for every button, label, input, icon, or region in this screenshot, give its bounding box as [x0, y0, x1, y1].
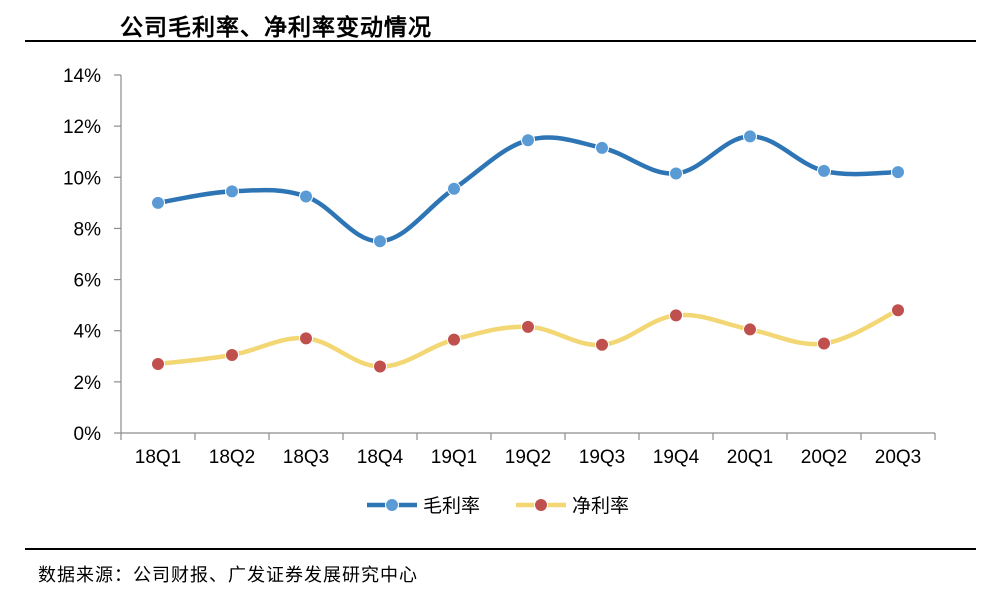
legend-entry-2: 净利率 [516, 495, 629, 517]
data-point [225, 348, 239, 363]
x-tick-label: 18Q3 [283, 447, 329, 468]
data-point [521, 319, 535, 334]
x-tick-label: 19Q2 [505, 447, 551, 468]
top-rule [25, 40, 976, 42]
x-tick-label: 20Q3 [875, 447, 921, 468]
x-tick-label: 19Q3 [579, 447, 625, 468]
data-point [595, 337, 609, 352]
data-point [151, 195, 165, 210]
data-point [447, 181, 461, 196]
x-tick-label: 20Q2 [801, 447, 847, 468]
data-point [743, 322, 757, 337]
series-2 [151, 303, 905, 374]
legend-entry-1: 毛利率 [367, 495, 480, 517]
y-tick-label: 4% [74, 322, 102, 343]
line-chart: 0% 2% 4% 6% 8% 10% 12% 14% 18Q1 18Q2 18Q3 18Q4 19Q1 1… [63, 66, 936, 517]
y-tick-label: 6% [74, 271, 102, 292]
data-point [891, 165, 905, 180]
x-tick-label: 19Q4 [653, 447, 700, 468]
data-point [447, 332, 461, 347]
x-tick-label: 20Q1 [727, 447, 773, 468]
x-tick-label: 18Q1 [135, 447, 181, 468]
chart-title: 公司毛利率、净利率变动情况 [120, 14, 432, 41]
series-1 [151, 129, 905, 249]
data-point [299, 331, 313, 346]
x-tick-label: 18Q2 [209, 447, 255, 468]
chart-legend: 毛利率 净利率 [367, 495, 629, 517]
y-tick-label: 10% [63, 168, 101, 189]
legend-label: 毛利率 [423, 495, 480, 517]
legend-marker [534, 498, 548, 512]
data-point [299, 189, 313, 204]
series-line [155, 134, 901, 244]
x-tick-label: 18Q4 [357, 447, 404, 468]
data-point [817, 336, 831, 351]
chart-series [151, 129, 905, 374]
y-tick-label: 12% [63, 117, 101, 138]
y-tick-label: 8% [74, 219, 102, 240]
data-point [373, 234, 387, 249]
legend-marker [385, 498, 399, 512]
data-point [669, 166, 683, 181]
bottom-rule [25, 548, 976, 550]
data-point [595, 140, 609, 155]
series-line [155, 308, 901, 369]
data-point [817, 163, 831, 178]
x-tick-label: 19Q1 [431, 447, 477, 468]
data-point [373, 359, 387, 374]
chart-axes: 0% 2% 4% 6% 8% 10% 12% 14% 18Q1 18Q2 18Q3 18Q4 19Q1 1… [63, 66, 936, 468]
data-point [891, 303, 905, 318]
source-note: 数据来源：公司财报、广发证券发展研究中心 [38, 565, 418, 586]
y-tick-label: 2% [74, 373, 102, 394]
y-tick-label: 14% [63, 66, 101, 87]
data-point [151, 356, 165, 371]
legend-label: 净利率 [572, 495, 629, 517]
data-point [669, 308, 683, 323]
y-tick-label: 0% [74, 424, 102, 445]
data-point [743, 129, 757, 144]
data-point [225, 184, 239, 199]
data-point [521, 133, 535, 148]
